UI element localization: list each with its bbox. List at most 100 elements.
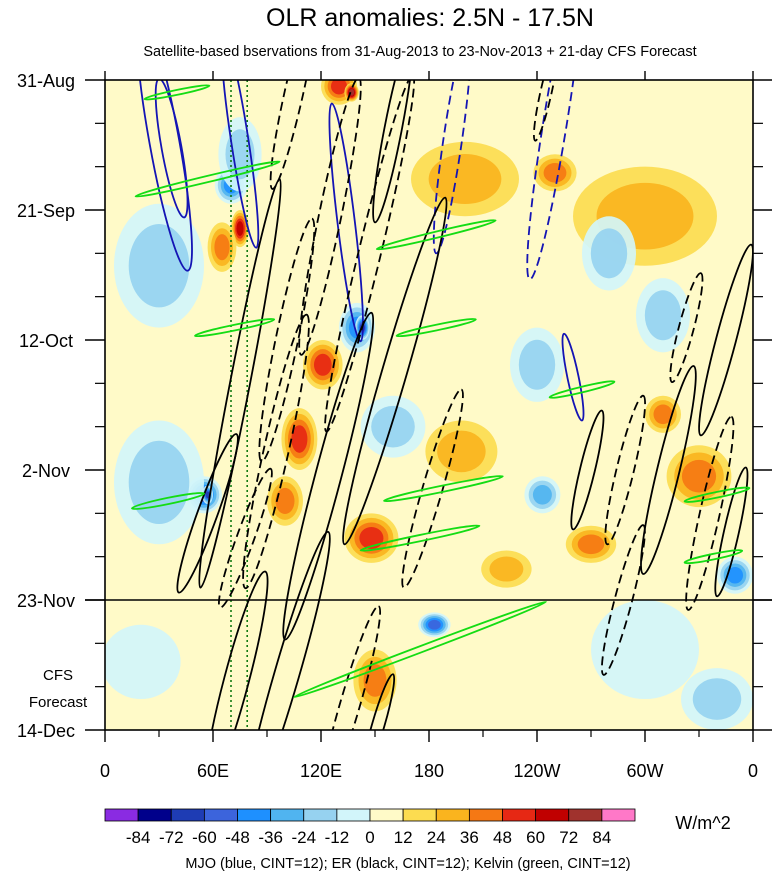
colorbar-swatch [104, 808, 139, 822]
colorbar-swatch [270, 808, 305, 822]
colorbar-label: 48 [493, 828, 512, 847]
anomaly-patch [105, 624, 181, 700]
anomaly-patch [591, 600, 699, 700]
contour-er [258, 217, 316, 463]
colorbar-label: 84 [592, 828, 611, 847]
contour-mjo [328, 102, 364, 343]
contour-kelvin [395, 318, 477, 338]
anomaly-patch [681, 459, 717, 493]
anomaly-patch [128, 224, 190, 308]
anomaly-patch [543, 163, 567, 183]
anomaly-patch [437, 430, 486, 473]
colorbar-swatch [369, 808, 404, 822]
anomaly-patch [726, 566, 744, 584]
colorbar-label: 24 [427, 828, 446, 847]
anomaly-patch [590, 228, 628, 279]
contour-series-mjo [135, 80, 585, 422]
colorbar-units: W/m^2 [675, 813, 730, 833]
contour-mjo [135, 80, 193, 272]
x-tick-label: 60W [626, 761, 663, 781]
y-tick-label: 2-Nov [22, 461, 70, 481]
colorbar-swatch [535, 808, 570, 822]
contour-er [218, 467, 273, 609]
x-tick-label: 180 [414, 761, 444, 781]
contour-er [204, 570, 269, 730]
y-tick-label: 23-Nov [17, 591, 75, 611]
x-tick-label: 120W [513, 761, 560, 781]
contour-kelvin [194, 318, 276, 338]
olr-anomaly-field [105, 80, 753, 730]
contour-kelvin [143, 84, 211, 101]
colorbar-label: -24 [291, 828, 316, 847]
plot-area [85, 79, 772, 731]
contour-er [714, 466, 749, 598]
colorbar-label: -48 [225, 828, 250, 847]
contour-er [640, 365, 697, 575]
reference-lines [230, 80, 248, 730]
y-tick-label: 21-Sep [17, 201, 75, 221]
contour-kelvin [683, 549, 744, 565]
anomaly-patch [291, 425, 308, 453]
anomaly-patch [518, 339, 556, 390]
y-tick-label: 31-Aug [17, 71, 75, 91]
x-tick-label: 120E [300, 761, 342, 781]
y-tick-label: 12-Oct [19, 331, 73, 351]
y-axis: 31-Aug 21-Sep 12-Oct 2-Nov 23-Nov 14-Dec [17, 71, 772, 741]
contour-mjo [561, 332, 585, 422]
contour-er [685, 415, 735, 611]
contour-kelvin [293, 600, 547, 699]
legend-text: MJO (blue, CINT=12); ER (black, CINT=12)… [185, 856, 630, 872]
anomaly-patch [653, 404, 673, 425]
contour-er [601, 524, 646, 676]
contour-er [298, 80, 362, 356]
contour-mjo [220, 80, 260, 249]
x-tick-label: 60E [197, 761, 229, 781]
anomaly-patch [428, 154, 502, 205]
forecast-label-line1: CFS [43, 667, 73, 684]
contour-er [269, 80, 319, 190]
colorbar-swatch [468, 808, 503, 822]
contour-er [372, 80, 414, 224]
colorbar-label: 60 [526, 828, 545, 847]
contour-kelvin [375, 219, 497, 251]
x-tick-label: 0 [100, 761, 110, 781]
colorbar-label: -72 [159, 828, 184, 847]
contour-kelvin [548, 380, 616, 399]
colorbar-swatch [502, 808, 537, 822]
colorbar-swatch [568, 808, 603, 822]
colorbar-label: -36 [258, 828, 283, 847]
anomaly-patch [330, 80, 348, 95]
colorbar-swatch [237, 808, 272, 822]
colorbar-label: -84 [126, 828, 151, 847]
colorbar-label: 12 [394, 828, 413, 847]
contour-er [342, 196, 448, 546]
anomaly-patch [428, 619, 441, 630]
anomaly-patch [489, 556, 524, 582]
y-tick-label: 14-Dec [17, 721, 75, 741]
contour-kelvin [131, 492, 205, 510]
colorbar-label: -60 [192, 828, 217, 847]
colorbar-swatch [601, 808, 636, 822]
anomaly-patch [577, 534, 605, 555]
anomaly-patch [532, 484, 552, 505]
colorbar-label: 0 [365, 828, 374, 847]
x-axis: 0 60E 120E 180 120W 60W 0 [100, 71, 758, 781]
filtered-contours [131, 80, 753, 730]
contour-er [324, 80, 416, 433]
contour-er [669, 272, 704, 384]
chart-subtitle: Satellite-based bservations from 31-Aug-… [143, 44, 696, 60]
colorbar-swatch [137, 808, 172, 822]
colorbar-swatch [303, 808, 338, 822]
anomaly-patch [371, 405, 415, 448]
contour-kelvin [134, 160, 281, 198]
contour-er [533, 80, 559, 142]
anomaly-patch [692, 678, 742, 720]
colorbar-swatch [336, 808, 371, 822]
colorbar: -84 -72 -60 -48 -36 -24 -12 0 12 24 36 48 60 72 84 [104, 808, 636, 847]
colorbar-label: -12 [325, 828, 350, 847]
contour-mjo [432, 80, 472, 255]
contour-er [318, 605, 382, 730]
anomaly-patch [275, 487, 295, 515]
anomaly-patch [313, 353, 332, 376]
